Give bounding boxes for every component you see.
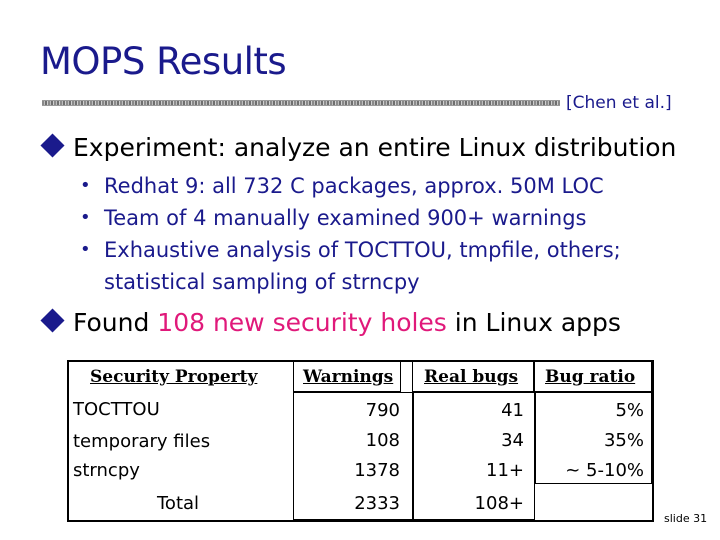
table-cell-warnings: 1378 (354, 460, 400, 481)
table-cell-bug-ratio: 35% (603, 430, 644, 451)
header-warnings: Warnings (303, 367, 394, 387)
citation: [Chen et al.] (566, 93, 672, 113)
real-bugs-column-box (413, 392, 535, 520)
table-cell-warnings: 790 (365, 400, 400, 421)
table-cell-property: TOCTTOU (73, 399, 160, 420)
bug-ratio-column-box (535, 392, 652, 484)
table-cell-total-label: Total (157, 493, 200, 514)
diamond-bullet-icon (40, 133, 65, 158)
header-bug-ratio: Bug ratio (545, 367, 636, 387)
sub-bullet-text: statistical sampling of strncpy (104, 270, 420, 294)
slide-title: MOPS Results (40, 40, 287, 83)
header-box-warnings (293, 360, 401, 392)
highlight-security-holes: 108 new security holes (157, 308, 447, 337)
bullet-found: Found 108 new security holes in Linux ap… (40, 308, 621, 337)
title-divider (42, 100, 560, 106)
table-cell-warnings: 2333 (354, 493, 400, 514)
slide-number: slide 31 (664, 512, 708, 525)
table-cell-bug-ratio: 5% (615, 400, 644, 421)
results-table: Security Property Warnings Real bugs Bug… (67, 360, 654, 522)
table-cell-real-bugs: 11+ (486, 460, 524, 481)
sub-bullet-text: Exhaustive analysis of TOCTTOU, tmpfile,… (104, 238, 621, 262)
bullet-experiment-text: Experiment: analyze an entire Linux dist… (73, 133, 677, 162)
header-box-real-bugs (412, 360, 534, 392)
header-security-property: Security Property (90, 367, 258, 387)
dot-bullet-icon: • (80, 207, 91, 228)
sub-bullet-text: Team of 4 manually examined 900+ warning… (104, 206, 587, 230)
table-cell-property: strncpy (73, 460, 140, 481)
bullet-experiment: Experiment: analyze an entire Linux dist… (40, 133, 677, 162)
dot-bullet-icon: • (80, 239, 91, 260)
dot-bullet-icon: • (80, 175, 91, 196)
sub-bullet-text: Redhat 9: all 732 C packages, approx. 50… (104, 174, 604, 198)
bullet-found-post: in Linux apps (446, 308, 621, 337)
table-cell-bug-ratio: ~ 5-10% (565, 460, 644, 481)
table-cell-warnings: 108 (365, 430, 400, 451)
header-real-bugs: Real bugs (424, 367, 519, 387)
table-cell-real-bugs: 41 (501, 400, 524, 421)
diamond-bullet-icon (40, 308, 65, 333)
table-cell-real-bugs: 34 (501, 430, 524, 451)
warnings-column-box (293, 392, 413, 520)
header-box-bug-ratio (534, 360, 652, 392)
table-cell-property: temporary files (73, 431, 211, 452)
bullet-found-pre: Found (73, 308, 158, 337)
table-cell-real-bugs: 108+ (474, 493, 524, 514)
